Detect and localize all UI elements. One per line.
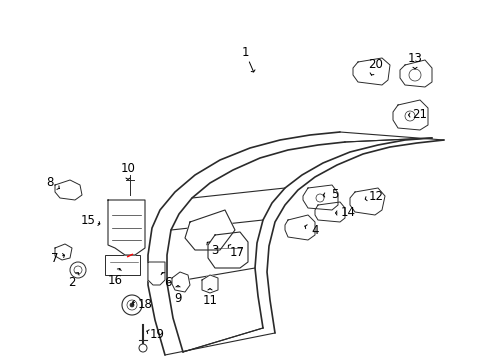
Polygon shape [314,202,345,222]
Polygon shape [108,200,145,255]
Text: 16: 16 [107,274,122,287]
Text: 7: 7 [51,252,59,265]
Bar [105,255,140,275]
Text: 12: 12 [368,189,383,202]
Polygon shape [184,210,235,250]
Circle shape [122,295,142,315]
Text: 19: 19 [149,328,164,342]
Polygon shape [202,275,218,293]
Text: 14: 14 [340,207,355,220]
Text: 18: 18 [137,298,152,311]
Polygon shape [349,188,384,215]
Text: 3: 3 [211,243,218,256]
Polygon shape [399,60,431,87]
Polygon shape [207,232,247,268]
Text: 6: 6 [164,276,171,289]
Circle shape [139,344,147,352]
Text: 2: 2 [68,275,76,288]
Text: 15: 15 [81,213,95,226]
Text: 9: 9 [174,292,182,305]
Text: 5: 5 [331,189,338,202]
Text: 21: 21 [412,108,427,122]
Text: 17: 17 [229,246,244,258]
Polygon shape [148,262,164,285]
Polygon shape [55,180,82,200]
Circle shape [70,262,86,278]
Text: 8: 8 [46,176,54,189]
Polygon shape [392,100,427,130]
Polygon shape [55,244,72,260]
Text: 1: 1 [241,45,248,58]
Text: 11: 11 [202,293,217,306]
Text: 13: 13 [407,51,422,64]
Text: 10: 10 [121,162,135,175]
Text: 20: 20 [368,58,383,72]
Text: 4: 4 [311,224,318,237]
Polygon shape [352,58,389,85]
Circle shape [130,303,134,307]
Polygon shape [285,215,314,240]
Polygon shape [303,185,337,210]
Polygon shape [172,272,190,292]
